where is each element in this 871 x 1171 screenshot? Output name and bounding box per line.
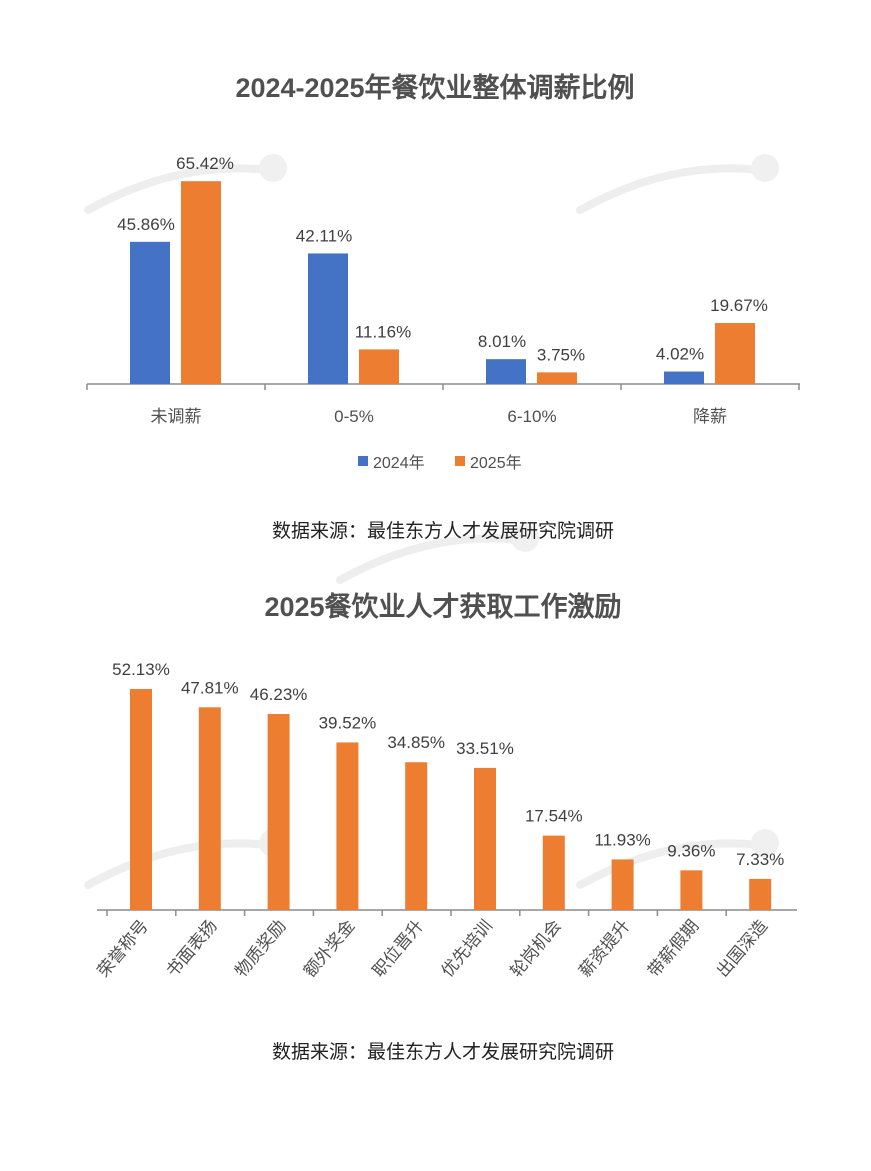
data-label: 42.11% — [296, 226, 352, 245]
bar-2025年 — [359, 349, 399, 384]
watermark-logo — [336, 534, 524, 584]
watermark-logo — [576, 839, 764, 889]
category-label: 出国深造 — [713, 916, 771, 980]
bar — [130, 688, 152, 910]
bar — [267, 713, 290, 910]
bar-2025年 — [181, 181, 221, 384]
category-label: 降薪 — [693, 407, 727, 426]
bar — [542, 835, 565, 910]
data-label: 34.85% — [387, 733, 445, 752]
data-label: 45.86% — [117, 215, 175, 234]
category-label: 带薪假期 — [644, 916, 702, 980]
bar-2025年 — [715, 323, 755, 384]
bar-2024年 — [486, 359, 526, 384]
bar — [198, 707, 221, 910]
bar-2025年 — [537, 372, 577, 384]
legend-swatch — [455, 456, 465, 466]
data-label: 19.67% — [710, 296, 768, 315]
category-label: 书面表扬 — [163, 916, 221, 980]
data-label: 4.02% — [656, 345, 704, 364]
bar — [405, 762, 428, 910]
data-label: 65.42% — [176, 154, 234, 173]
watermark-logo — [84, 839, 272, 889]
category-label: 6-10% — [507, 407, 556, 426]
watermark-logo-dot — [751, 829, 779, 857]
category-label: 未调薪 — [151, 407, 202, 426]
bar — [474, 767, 496, 910]
bar — [680, 870, 703, 910]
data-label: 46.23% — [250, 685, 308, 704]
watermark-logo-dot — [751, 154, 779, 182]
data-label: 52.13% — [112, 660, 170, 679]
category-label: 荣誉称号 — [94, 916, 152, 980]
source-note: 数据来源：最佳东方人才发展研究院调研 — [272, 1041, 614, 1063]
source-note: 数据来源：最佳东方人才发展研究院调研 — [272, 520, 614, 542]
data-label: 9.36% — [667, 841, 715, 860]
data-label: 39.52% — [319, 713, 377, 732]
bar — [749, 878, 772, 910]
data-label: 11.16% — [355, 322, 411, 341]
watermark-logo-dot — [511, 524, 539, 552]
data-label: 17.54% — [525, 807, 583, 826]
category-label: 物质奖励 — [231, 916, 289, 980]
data-label: 8.01% — [478, 332, 526, 351]
chart-title: 2024-2025年餐饮业整体调薪比例 — [235, 72, 634, 103]
category-label: 额外奖金 — [300, 916, 358, 980]
data-label: 33.51% — [456, 739, 514, 758]
bar — [611, 859, 634, 910]
bar — [336, 742, 359, 910]
watermark-logo — [576, 164, 764, 214]
category-label: 轮岗机会 — [507, 916, 565, 980]
data-label: 11.93% — [594, 830, 650, 849]
category-label: 薪资提升 — [575, 916, 633, 980]
watermark-logo-dot — [259, 154, 287, 182]
legend-label: 2024年 — [373, 454, 425, 472]
category-label: 优先培训 — [438, 916, 496, 980]
data-label: 3.75% — [537, 345, 585, 364]
bar-2024年 — [664, 371, 704, 384]
legend-swatch — [358, 456, 368, 466]
bar-2024年 — [130, 241, 170, 384]
chart-title: 2025餐饮业人才获取工作激励 — [264, 591, 621, 622]
category-label: 职位晋升 — [369, 916, 427, 980]
category-label: 0-5% — [334, 407, 374, 426]
data-label: 7.33% — [736, 850, 784, 869]
bar-2024年 — [308, 253, 348, 384]
legend-label: 2025年 — [470, 454, 522, 472]
watermark-logo — [84, 164, 272, 214]
data-label: 47.81% — [181, 678, 239, 697]
